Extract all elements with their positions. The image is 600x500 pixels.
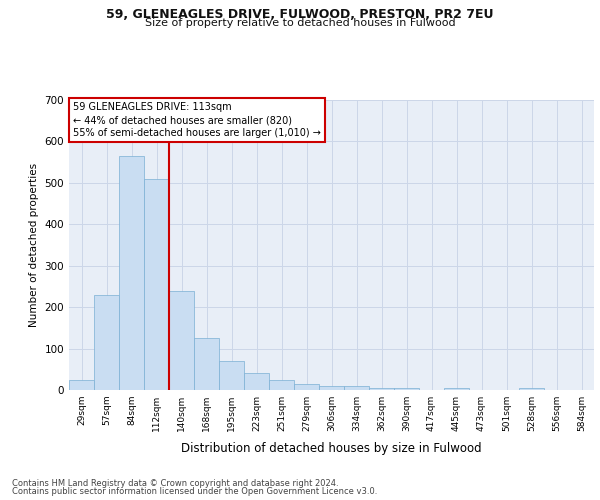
Bar: [119, 156, 144, 390]
Bar: [369, 388, 394, 390]
Text: Size of property relative to detached houses in Fulwood: Size of property relative to detached ho…: [145, 18, 455, 28]
Bar: [344, 386, 369, 390]
Bar: [169, 290, 194, 390]
Text: 59, GLENEAGLES DRIVE, FULWOOD, PRESTON, PR2 7EU: 59, GLENEAGLES DRIVE, FULWOOD, PRESTON, …: [106, 8, 494, 20]
Bar: [294, 384, 319, 390]
Bar: [94, 294, 119, 390]
Bar: [519, 388, 544, 390]
Bar: [319, 386, 344, 390]
Y-axis label: Number of detached properties: Number of detached properties: [29, 163, 39, 327]
Bar: [244, 374, 269, 390]
Text: Contains HM Land Registry data © Crown copyright and database right 2024.: Contains HM Land Registry data © Crown c…: [12, 478, 338, 488]
Bar: [444, 388, 469, 390]
X-axis label: Distribution of detached houses by size in Fulwood: Distribution of detached houses by size …: [181, 442, 482, 456]
Bar: [144, 178, 169, 390]
Bar: [269, 380, 294, 390]
Bar: [69, 380, 94, 390]
Bar: [394, 388, 419, 390]
Bar: [194, 338, 219, 390]
Text: 59 GLENEAGLES DRIVE: 113sqm
← 44% of detached houses are smaller (820)
55% of se: 59 GLENEAGLES DRIVE: 113sqm ← 44% of det…: [73, 102, 320, 139]
Text: Contains public sector information licensed under the Open Government Licence v3: Contains public sector information licen…: [12, 487, 377, 496]
Bar: [219, 361, 244, 390]
